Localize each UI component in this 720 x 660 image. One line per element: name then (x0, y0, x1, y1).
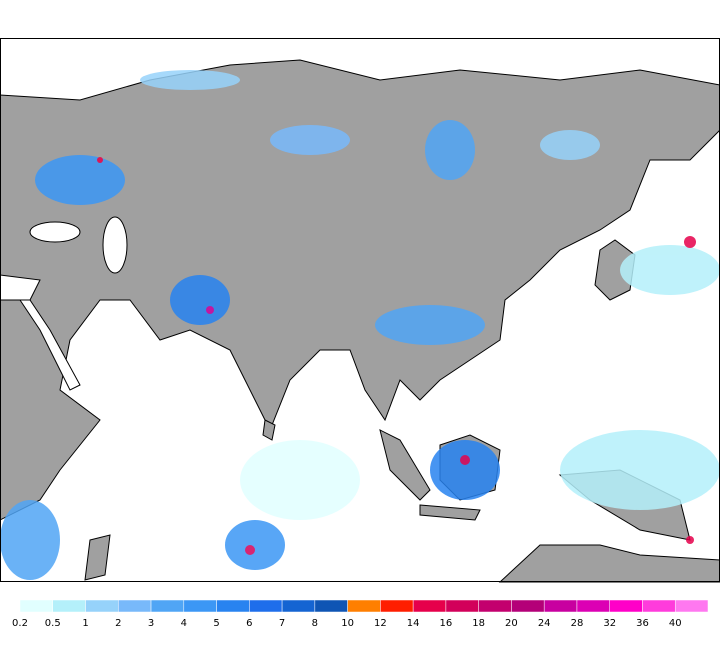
map (0, 38, 720, 583)
colorbar-label: 24 (538, 618, 551, 629)
rain-area (170, 275, 230, 325)
rain-area (540, 130, 600, 160)
rain-core (97, 157, 103, 163)
colorbar-label: 12 (374, 618, 387, 629)
colorbar-box (674, 599, 709, 613)
colorbar-box (314, 599, 348, 613)
colorbar-box (642, 599, 676, 613)
colorbar-box (380, 599, 414, 613)
rain-core (206, 306, 214, 314)
rain-area (375, 305, 485, 345)
rain-area (225, 520, 285, 570)
colorbar-label: 8 (312, 618, 318, 629)
colorbar-box (543, 599, 578, 613)
landmass (0, 59, 720, 521)
rain-area (430, 440, 500, 500)
colorbar-label: 14 (407, 618, 420, 629)
japan (594, 239, 636, 301)
madagascar (84, 534, 111, 581)
rain-area (240, 440, 360, 520)
colorbar-box (118, 599, 152, 613)
rain-core (460, 455, 470, 465)
colorbar-box (478, 599, 512, 613)
colorbar-label: 0.2 (12, 618, 28, 629)
colorbar: 0.2 0.5 1 2 3 4 5 6 7 8 10 12 14 16 18 20 24 28 32 36 40 (12, 599, 709, 629)
rain-area (140, 70, 240, 90)
colorbar-box (150, 599, 185, 613)
java (419, 504, 481, 521)
colorbar-label: 36 (636, 618, 649, 629)
colorbar-box (281, 599, 316, 613)
colorbar-label: 0.5 (45, 618, 61, 629)
colorbar-label: 6 (246, 618, 252, 629)
colorbar-label: 3 (148, 618, 154, 629)
colorbar-label: 16 (440, 618, 453, 629)
colorbar-box (347, 599, 381, 613)
rain-core (686, 536, 694, 544)
rain-core (684, 236, 696, 248)
colorbar-label: 4 (181, 618, 187, 629)
colorbar-label: 18 (472, 618, 485, 629)
australia (498, 544, 720, 583)
colorbar-box (183, 599, 217, 613)
black-sea (29, 221, 81, 243)
colorbar-box (511, 599, 545, 613)
colorbar-box (19, 599, 54, 613)
sri-lanka (262, 419, 276, 441)
colorbar-box (52, 599, 86, 613)
rain-area (620, 245, 720, 295)
rain-area (560, 430, 720, 510)
rain-area (425, 120, 475, 180)
colorbar-label: 32 (603, 618, 616, 629)
red-sea (19, 299, 81, 391)
colorbar-box (249, 599, 283, 613)
rain-core (245, 545, 255, 555)
colorbar-box (85, 599, 119, 613)
colorbar-label: 5 (213, 618, 219, 629)
colorbar-label: 40 (669, 618, 682, 629)
colorbar-label: 2 (115, 618, 121, 629)
precipitation-field (0, 70, 720, 580)
colorbar-box (609, 599, 643, 613)
sumatra (379, 429, 431, 501)
rain-area (270, 125, 350, 155)
colorbar-label: 10 (341, 618, 354, 629)
rain-area (35, 155, 125, 205)
colorbar-box (445, 599, 479, 613)
colorbar-box (576, 599, 610, 613)
colorbar-box (412, 599, 447, 613)
caspian-sea (102, 216, 128, 274)
colorbar-label: 1 (82, 618, 88, 629)
colorbar-label: 28 (571, 618, 584, 629)
colorbar-label: 7 (279, 618, 285, 629)
rain-area (0, 500, 60, 580)
colorbar-box (216, 599, 250, 613)
colorbar-label: 20 (505, 618, 518, 629)
